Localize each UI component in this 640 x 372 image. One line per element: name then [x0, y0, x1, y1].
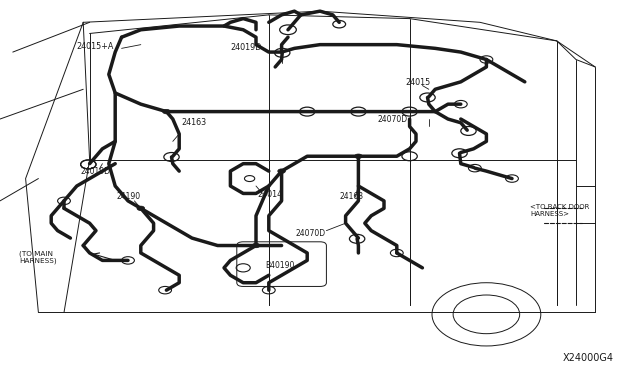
Text: 24015: 24015 [406, 78, 431, 87]
Text: X24000G4: X24000G4 [563, 353, 614, 363]
Circle shape [355, 154, 362, 158]
Text: 24163: 24163 [339, 192, 364, 201]
Text: B40190: B40190 [266, 262, 295, 270]
FancyBboxPatch shape [237, 242, 326, 286]
Text: (TO MAIN
HARNESS): (TO MAIN HARNESS) [19, 250, 57, 264]
Circle shape [252, 243, 260, 248]
Text: 24014: 24014 [257, 190, 282, 199]
Text: <TO BACK DOOR
HARNESS>: <TO BACK DOOR HARNESS> [530, 204, 589, 217]
Text: 24070D: 24070D [378, 115, 408, 124]
Text: 24163: 24163 [182, 118, 207, 126]
Text: 24190: 24190 [116, 192, 141, 201]
Text: 24019D: 24019D [230, 43, 262, 52]
Circle shape [163, 109, 170, 114]
Circle shape [137, 206, 145, 211]
Circle shape [278, 169, 285, 173]
Text: 24019D: 24019D [81, 167, 111, 176]
Text: 24070D: 24070D [295, 229, 325, 238]
Text: 24015+A: 24015+A [77, 42, 114, 51]
